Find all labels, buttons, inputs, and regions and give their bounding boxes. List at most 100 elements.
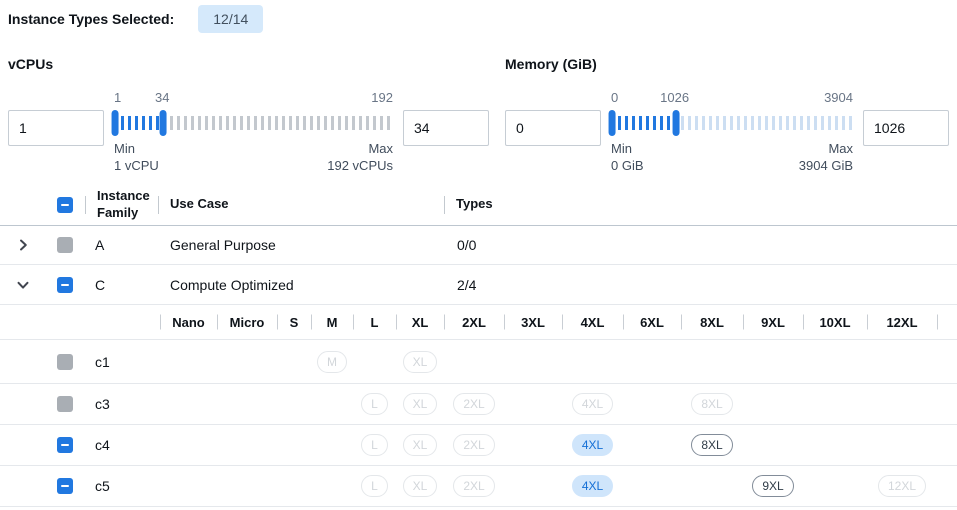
row-checkbox (57, 396, 73, 412)
instance-name: c1 (95, 353, 110, 370)
memory-min-caption: 0 GiB (611, 158, 644, 173)
size-pill-xl: XL (402, 475, 438, 497)
size-column-header: 6XL (623, 315, 681, 330)
size-column-header: Micro (217, 315, 277, 330)
memory-max-caption: 3904 GiB (798, 158, 853, 173)
size-column-header: 3XL (504, 315, 562, 330)
vcpus-scale-max: 192 (371, 90, 393, 105)
size-column-header: 8XL (681, 315, 743, 330)
column-header-types: Types (444, 196, 957, 212)
size-column-header: 4XL (562, 315, 623, 330)
size-column-header: 2XL (444, 315, 504, 330)
size-pill-xl: XL (402, 393, 438, 415)
vcpus-title: vCPUs (8, 56, 54, 72)
use-case: Compute Optimized (170, 276, 294, 293)
instance-name: c3 (95, 396, 110, 412)
size-column-header: S (277, 315, 311, 330)
vcpus-max-caption: 192 vCPUs (327, 158, 393, 173)
size-pill-4xl[interactable]: 4XL (571, 434, 614, 456)
size-pill-8xl[interactable]: 8XL (691, 434, 733, 456)
chevron-right-icon[interactable] (0, 237, 45, 253)
slider-handle-max[interactable] (672, 110, 680, 136)
memory-max-label: Max (828, 141, 853, 156)
size-column-header: 12XL (867, 315, 937, 330)
vcpus-max-label: Max (368, 141, 393, 156)
instance-row: c1 M XL (0, 340, 957, 384)
memory-min-label: Min (611, 141, 632, 156)
instance-row: c5 L XL 2XL 4XL 9XL 12XL (0, 466, 957, 507)
size-pill-xl: XL (402, 350, 438, 373)
size-pill-4xl: 4XL (571, 393, 614, 415)
memory-title: Memory (GiB) (505, 56, 597, 72)
family-name: A (95, 237, 105, 253)
size-column-header: M (311, 315, 353, 330)
slider-handle-min[interactable] (608, 110, 616, 136)
vcpus-scale-from: 1 (114, 90, 122, 105)
vcpus-min-label: Min (114, 141, 135, 156)
selected-count-bar: Instance Types Selected: 12/14 (0, 0, 957, 33)
size-pill-4xl[interactable]: 4XL (571, 475, 614, 497)
size-column-header: L (353, 315, 396, 330)
vcpus-min-caption: 1 vCPU (114, 158, 159, 173)
slider-handle-min[interactable] (111, 110, 119, 136)
table-header-row: Instance Family Use Case Types (0, 184, 957, 226)
use-case: General Purpose (170, 237, 276, 253)
memory-scale-to: 1026 (660, 90, 690, 105)
instance-row: c3 L XL 2XL 4XL 8XL (0, 384, 957, 425)
row-checkbox[interactable] (57, 437, 73, 453)
size-pill-12xl: 12XL (877, 475, 927, 497)
slider-handle-max[interactable] (159, 110, 167, 136)
slider-ticks-base (114, 116, 393, 130)
memory-scale-max: 3904 (824, 90, 853, 105)
family-name: C (95, 276, 106, 293)
memory-scale-from: 0 (611, 90, 619, 105)
select-all-checkbox[interactable] (57, 196, 73, 213)
size-pill-l: L (361, 434, 388, 456)
size-pill-9xl[interactable]: 9XL (752, 475, 794, 497)
filters: vCPUs 1 34 192 Min 1 vCPU (0, 32, 957, 174)
column-header-family: Instance Family (85, 188, 158, 221)
memory-filter: Memory (GiB) 0 1026 3904 Min (497, 32, 957, 174)
slider-selected-ticks (611, 116, 675, 130)
vcpus-slider-track[interactable] (111, 110, 393, 136)
size-column-header: 10XL (803, 315, 867, 330)
size-pill-l: L (361, 393, 388, 415)
vcpus-slider: 1 34 192 Min 1 vCPU Max (111, 90, 393, 174)
size-header-row: Nano Micro S M L XL 2XL 3XL 4XL 6XL 8XL 9XL 10XL 12XL (0, 305, 957, 340)
instance-name: c4 (95, 437, 110, 453)
row-checkbox[interactable] (57, 276, 73, 293)
vcpus-filter: vCPUs 1 34 192 Min 1 vCPU (0, 32, 497, 174)
instance-table: Instance Family Use Case Types A General … (0, 184, 957, 507)
selected-count-label: Instance Types Selected: (8, 11, 175, 27)
types-count: 2/4 (457, 276, 477, 293)
memory-max-input[interactable] (863, 110, 949, 146)
family-row: A General Purpose 0/0 (0, 226, 957, 265)
vcpus-scale-to: 34 (154, 90, 170, 105)
size-pill-2xl: 2XL (453, 475, 495, 497)
size-column-header: 9XL (743, 315, 803, 330)
size-column-header: XL (396, 315, 444, 330)
row-checkbox (57, 353, 73, 370)
size-column-header: Nano (160, 315, 217, 330)
chevron-down-icon[interactable] (0, 277, 45, 293)
row-checkbox[interactable] (57, 478, 73, 494)
vcpus-min-input[interactable] (8, 110, 104, 146)
row-checkbox (57, 237, 73, 253)
column-header-use-case: Use Case (158, 196, 444, 212)
size-pill-2xl: 2XL (453, 434, 495, 456)
types-count: 0/0 (457, 237, 477, 253)
memory-slider-track[interactable] (608, 110, 853, 136)
size-pill-l: L (361, 475, 388, 497)
vcpus-max-input[interactable] (403, 110, 489, 146)
instance-row: c4 L XL 2XL 4XL 8XL (0, 425, 957, 466)
slider-selected-ticks (114, 116, 163, 130)
memory-min-input[interactable] (505, 110, 601, 146)
size-pill-8xl: 8XL (691, 393, 733, 415)
instance-name: c5 (95, 478, 110, 494)
memory-slider: 0 1026 3904 Min 0 GiB Max (608, 90, 853, 174)
selected-count-badge: 12/14 (198, 5, 264, 33)
size-pill-m: M (317, 350, 347, 373)
size-pill-2xl: 2XL (453, 393, 495, 415)
family-row: C Compute Optimized 2/4 (0, 265, 957, 305)
size-pill-xl: XL (402, 434, 438, 456)
